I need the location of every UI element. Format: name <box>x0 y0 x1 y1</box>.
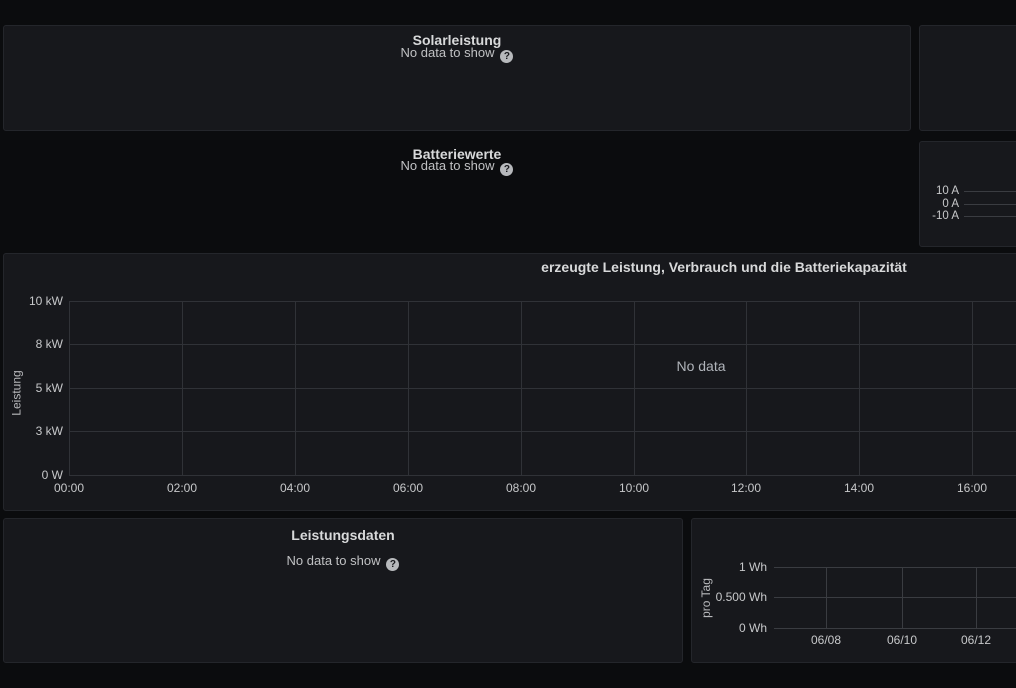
gridline-h <box>774 597 1016 598</box>
daily-y-tick: 0.500 Wh <box>715 590 767 604</box>
gridline-h <box>774 628 1016 629</box>
panel-top-right <box>919 25 1016 131</box>
main-x-tick: 06:00 <box>392 481 424 495</box>
leistungsdaten-no-data-text: No data to show <box>286 553 381 568</box>
gridline-h <box>964 204 1016 205</box>
main-y-tick: 8 kW <box>35 337 63 351</box>
gridline-h <box>964 191 1016 192</box>
main-x-tick: 00:00 <box>53 481 85 495</box>
daily-x-tick: 06/12 <box>960 633 992 647</box>
help-icon[interactable]: ? <box>500 50 514 63</box>
gridline-v <box>182 301 183 476</box>
gridline-v <box>859 301 860 476</box>
main-x-tick: 14:00 <box>843 481 875 495</box>
battery-no-data-row: No data to show? <box>3 159 911 176</box>
panel-main-chart: erzeugte Leistung, Verbrauch und die Bat… <box>3 253 1016 511</box>
main-y-tick: 5 kW <box>35 381 63 395</box>
panel-title-batteriewerte[interactable]: Batteriewerte <box>412 146 502 162</box>
daily-x-tick: 06/10 <box>886 633 918 647</box>
main-y-tick: 10 kW <box>28 294 63 308</box>
daily-x-tick: 06/08 <box>810 633 842 647</box>
daily-y-tick: 1 Wh <box>738 560 767 574</box>
gridline-v <box>69 301 70 476</box>
leistungsdaten-no-data-row: No data to show? <box>4 554 682 571</box>
gridline-h <box>964 216 1016 217</box>
battery-no-data-text: No data to show <box>400 158 495 173</box>
panel-leistungsdaten: Leistungsdaten No data to show? <box>3 518 683 663</box>
daily-y-tick: 0 Wh <box>738 621 767 635</box>
panel-daily-chart[interactable]: pro Tag 1 Wh 0.500 Wh 0 Wh 06/08 06/10 0… <box>691 518 1016 663</box>
panel-solarleistung: Solarleistung No data to show? <box>3 25 911 131</box>
main-x-tick: 10:00 <box>618 481 650 495</box>
solar-no-data-row: No data to show? <box>4 46 910 63</box>
main-x-tick: 12:00 <box>730 481 762 495</box>
gridline-v <box>408 301 409 476</box>
gridline-v <box>746 301 747 476</box>
gridline-h <box>69 388 1016 389</box>
gridline-v <box>972 301 973 476</box>
panel-title-main[interactable]: erzeugte Leistung, Verbrauch und die Bat… <box>541 259 907 275</box>
gridline-v <box>826 567 827 629</box>
gridline-v <box>295 301 296 476</box>
panel-batteriewerte: Batteriewerte No data to show? <box>3 141 911 247</box>
help-icon[interactable]: ? <box>386 558 400 571</box>
main-no-data-text: No data <box>676 358 726 374</box>
help-icon[interactable]: ? <box>500 163 514 176</box>
main-x-tick: 04:00 <box>279 481 311 495</box>
gridline-h <box>69 475 1016 476</box>
main-x-tick: 08:00 <box>505 481 537 495</box>
solar-no-data-text: No data to show <box>400 45 495 60</box>
main-y-tick: 3 kW <box>35 424 63 438</box>
gridline-v <box>521 301 522 476</box>
gridline-h <box>69 431 1016 432</box>
gridline-v <box>902 567 903 629</box>
gridline-h <box>69 344 1016 345</box>
panel-title-leistungsdaten[interactable]: Leistungsdaten <box>291 527 395 543</box>
gridline-h <box>69 301 1016 302</box>
panel-current-chart[interactable]: 10 A 0 A -10 A <box>919 141 1016 247</box>
panel-title-solarleistung[interactable]: Solarleistung <box>412 32 502 48</box>
current-y-tick: -10 A <box>932 210 959 222</box>
gridline-v <box>634 301 635 476</box>
main-x-tick: 02:00 <box>166 481 198 495</box>
main-x-tick: 16:00 <box>956 481 988 495</box>
current-y-tick: 0 A <box>942 198 959 210</box>
main-y-tick: 0 W <box>41 468 63 482</box>
gridline-h <box>774 567 1016 568</box>
current-y-tick: 10 A <box>935 185 959 197</box>
gridline-v <box>976 567 977 629</box>
